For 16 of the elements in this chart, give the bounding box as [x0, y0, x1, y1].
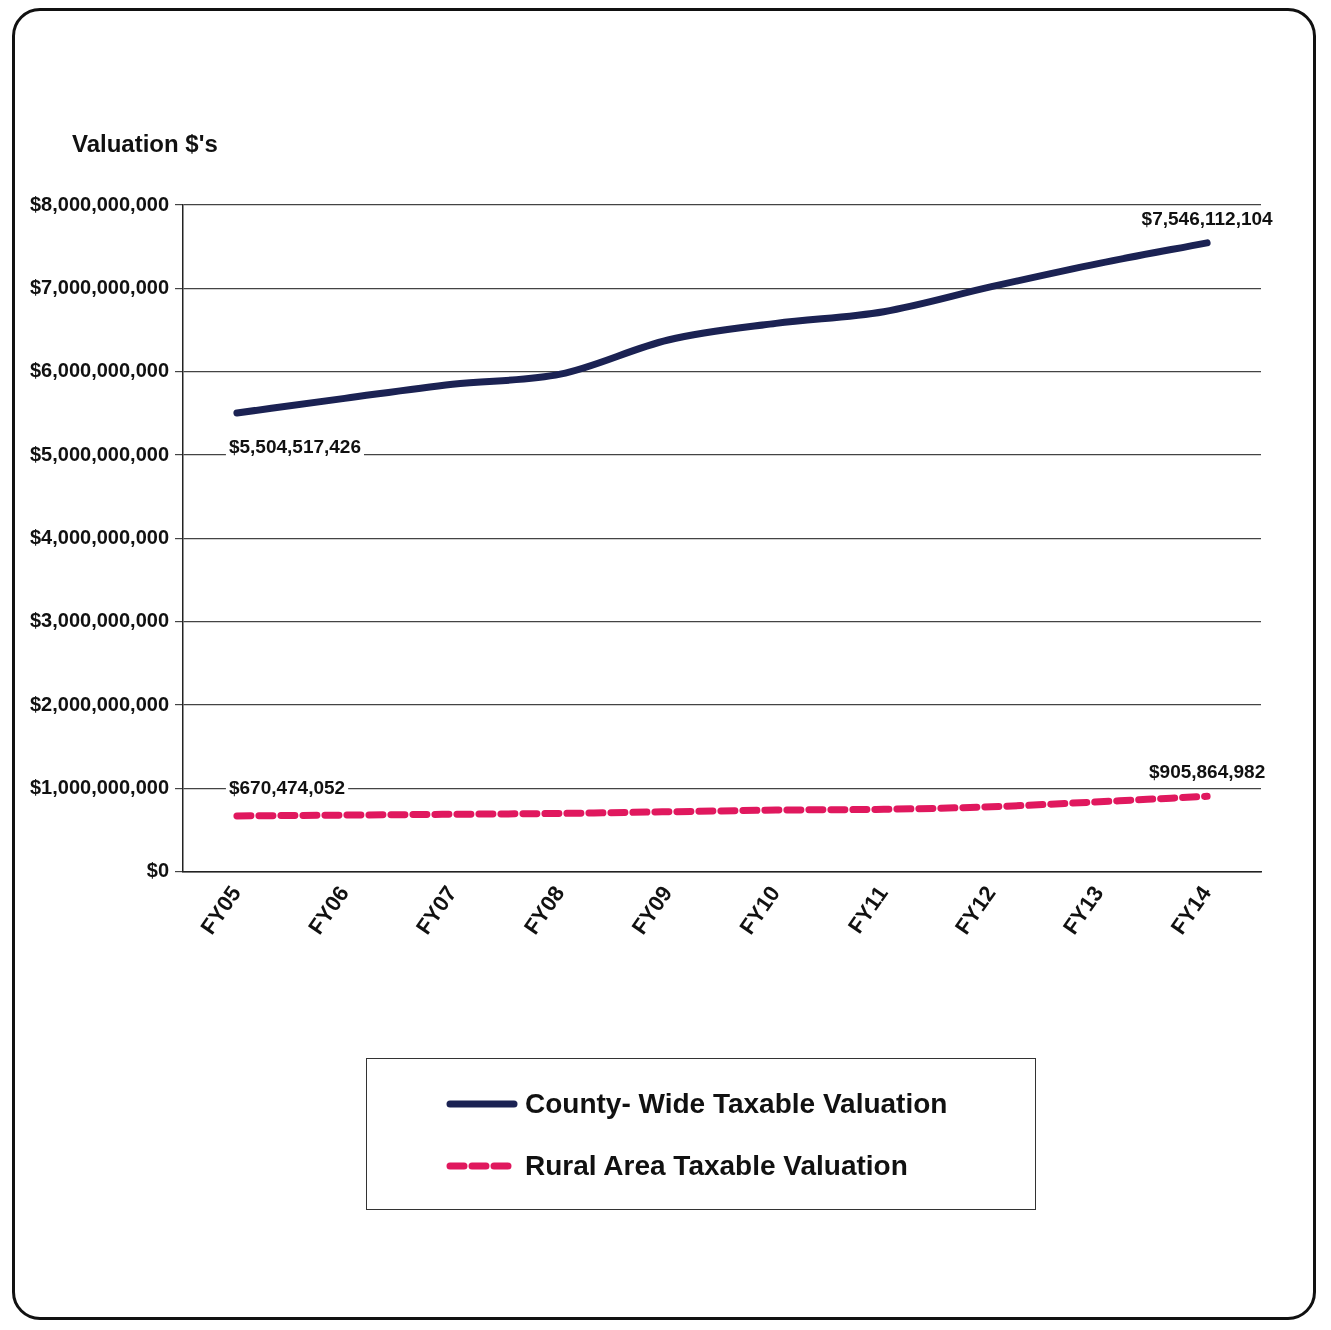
data-label: $905,864,982: [1148, 761, 1266, 783]
legend-label: Rural Area Taxable Valuation: [525, 1150, 908, 1182]
y-tick-label: $0: [146, 859, 170, 882]
y-axis-title: Valuation $'s: [72, 129, 218, 157]
data-label: $5,504,517,426: [228, 435, 361, 457]
legend-label: County- Wide Taxable Valuation: [525, 1088, 948, 1120]
y-tick-label: $6,000,000,000: [29, 359, 170, 382]
y-tick-label: $5,000,000,000: [29, 442, 170, 465]
y-tick-label: $7,000,000,000: [29, 275, 170, 298]
y-tick-label: $4,000,000,000: [29, 525, 170, 548]
y-tick-label: $3,000,000,000: [29, 609, 170, 632]
y-tick-label: $1,000,000,000: [29, 775, 170, 798]
data-label: $7,546,112,104: [1141, 207, 1274, 229]
y-tick-label: $8,000,000,000: [29, 192, 170, 215]
y-tick-label: $2,000,000,000: [29, 692, 170, 715]
data-label: $670,474,052: [228, 776, 346, 798]
